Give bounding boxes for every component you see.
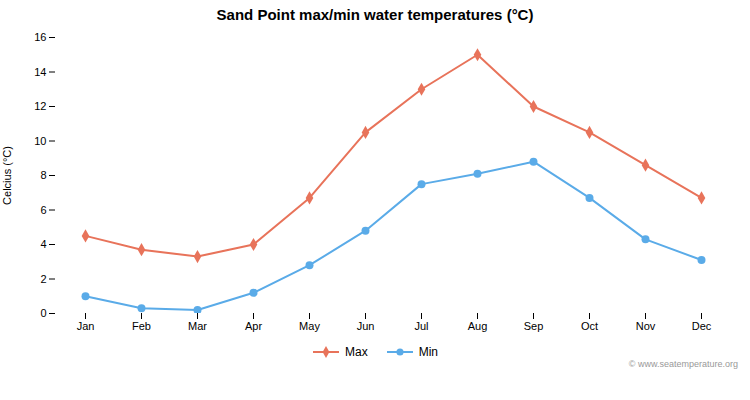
svg-text:14: 14 bbox=[34, 66, 46, 78]
svg-text:16: 16 bbox=[34, 31, 46, 43]
svg-text:Apr: Apr bbox=[245, 320, 262, 332]
svg-text:2: 2 bbox=[40, 273, 46, 285]
svg-text:8: 8 bbox=[40, 169, 46, 181]
html-text:Sand Point max/min water tempe: Sand Point max/min water temperatures (°… bbox=[216, 6, 534, 23]
html-text:Min: Min bbox=[418, 345, 438, 359]
svg-text:Nov: Nov bbox=[636, 320, 656, 332]
svg-text:12: 12 bbox=[34, 100, 46, 112]
svg-text:6: 6 bbox=[40, 204, 46, 216]
svg-text:Oct: Oct bbox=[581, 320, 598, 332]
svg-text:10: 10 bbox=[34, 135, 46, 147]
svg-text:Jan: Jan bbox=[77, 320, 95, 332]
svg-text:Sep: Sep bbox=[524, 320, 544, 332]
svg-text:Feb: Feb bbox=[132, 320, 151, 332]
svg-text:May: May bbox=[299, 320, 320, 332]
svg-text:0: 0 bbox=[40, 307, 46, 319]
svg-text:Celcius (°C): Celcius (°C) bbox=[1, 146, 13, 205]
svg-text:Mar: Mar bbox=[188, 320, 207, 332]
svg-text:Jul: Jul bbox=[414, 320, 428, 332]
svg-text:Aug: Aug bbox=[468, 320, 488, 332]
html-text:Max: Max bbox=[345, 345, 368, 359]
svg-text:4: 4 bbox=[40, 238, 46, 250]
html-text:© www.seatemperature.org: © www.seatemperature.org bbox=[628, 359, 738, 369]
svg-text:Dec: Dec bbox=[692, 320, 712, 332]
svg-text:Jun: Jun bbox=[357, 320, 375, 332]
